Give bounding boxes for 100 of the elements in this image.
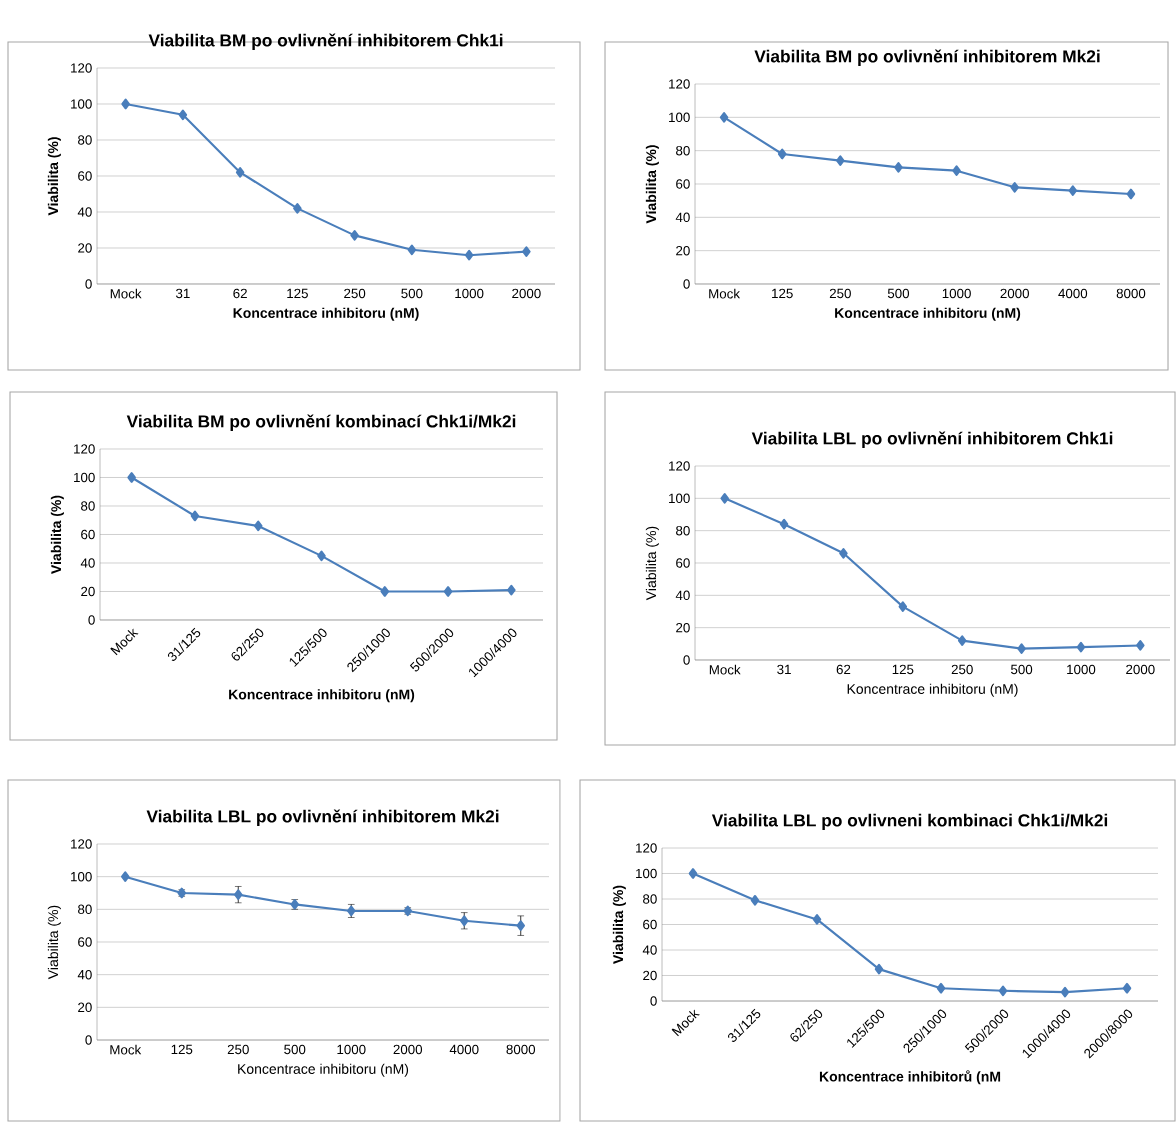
point — [380, 586, 390, 597]
point — [1068, 185, 1078, 196]
y-tick-label: 80 — [78, 904, 92, 915]
x-tick-label: Mock — [110, 1044, 142, 1055]
x-tick-label: 2000 — [393, 1044, 423, 1055]
y-tick-label: 120 — [669, 79, 690, 89]
y-tick-label: 80 — [81, 501, 95, 511]
x-tick-label: 250 — [951, 664, 973, 675]
point — [998, 985, 1008, 997]
y-tick-label: 80 — [643, 894, 657, 904]
point — [1076, 641, 1086, 653]
y-tick-label: 20 — [676, 622, 690, 633]
x-tick-label: 8000 — [1116, 288, 1146, 299]
y-tick-label: 20 — [81, 586, 95, 597]
point — [952, 165, 961, 176]
x-tick-label: 1000 — [337, 1044, 366, 1055]
y-tick-label: 20 — [643, 970, 657, 981]
point — [350, 230, 359, 241]
point — [190, 510, 200, 522]
x-tick-label: 2000 — [1000, 288, 1029, 299]
x-tick-label: 500 — [284, 1044, 306, 1055]
x-axis-title: Koncentrace inhibitorů (nM — [819, 1070, 1001, 1085]
point — [293, 203, 302, 214]
point — [235, 167, 245, 178]
point — [407, 244, 417, 256]
y-tick-label: 120 — [71, 63, 92, 73]
y-tick-label: 60 — [643, 919, 657, 930]
x-tick-label: Mock — [110, 288, 142, 299]
chart-title: Viabilita BM po ovlivnění kombinací Chk1i/Mk2i — [126, 414, 516, 431]
x-tick-label: 1000 — [455, 288, 484, 299]
x-tick-label: 1000 — [1067, 664, 1096, 675]
point — [779, 518, 789, 530]
x-tick-label: 62 — [836, 664, 851, 675]
y-tick-label: 60 — [81, 529, 95, 540]
y-tick-label: 80 — [676, 145, 690, 156]
x-axis-title: Koncentrace inhibitoru (nM) — [229, 689, 415, 703]
x-tick-label: 125 — [892, 664, 914, 675]
y-tick-label: 100 — [669, 112, 690, 123]
y-tick-label: 120 — [74, 444, 95, 454]
point — [1017, 643, 1026, 655]
y-axis-title: Viabilita (%) — [645, 526, 659, 601]
y-tick-label: 100 — [636, 868, 657, 879]
y-tick-label: 100 — [74, 472, 95, 483]
x-tick-label: 8000 — [506, 1044, 536, 1055]
chart-title: Viabilita BM po ovlivnění inhibitorem Chk1i — [148, 33, 503, 50]
y-tick-label: 0 — [650, 996, 657, 1006]
point — [894, 161, 903, 173]
point — [464, 249, 474, 261]
y-axis-title: Viabilita (%) — [645, 145, 659, 224]
x-axis-title: Koncentrace inhibitoru (nM) — [835, 307, 1021, 321]
y-tick-label: 40 — [77, 207, 92, 217]
x-axis-title: Koncentrace inhibitoru (nM) — [847, 683, 1018, 697]
y-tick-label: 60 — [676, 179, 690, 189]
point — [898, 601, 908, 612]
y-tick-label: 120 — [636, 843, 657, 853]
y-tick-label: 40 — [80, 558, 95, 568]
point — [1060, 986, 1070, 998]
y-tick-label: 0 — [88, 615, 95, 625]
y-tick-label: 40 — [675, 212, 690, 223]
point — [522, 246, 531, 257]
y-tick-label: 40 — [675, 590, 690, 601]
x-tick-label: 250 — [227, 1044, 249, 1055]
y-tick-label: 20 — [676, 245, 690, 256]
x-tick-label: 250 — [344, 288, 366, 299]
x-tick-label: 1000 — [942, 288, 971, 299]
x-tick-label: 125 — [171, 1044, 193, 1055]
point — [720, 492, 729, 504]
point — [1136, 640, 1145, 651]
x-tick-label: 125 — [772, 288, 793, 299]
y-tick-label: 40 — [77, 969, 92, 980]
point — [777, 148, 787, 160]
x-tick-label: 125 — [287, 288, 308, 299]
point — [750, 894, 760, 906]
chart-title: Viabilita LBL po ovlivneni kombinaci Chk1i/Mk2i — [711, 813, 1108, 830]
point — [1122, 982, 1132, 994]
y-axis-title: Viabilita (%) — [47, 137, 61, 216]
y-tick-label: 80 — [676, 525, 690, 536]
y-tick-label: 120 — [669, 461, 690, 471]
y-axis-title: Viabilita (%) — [47, 905, 61, 980]
x-axis-title: Koncentrace inhibitoru (nM) — [233, 307, 419, 321]
y-tick-label: 60 — [78, 171, 92, 181]
point — [121, 98, 130, 110]
x-tick-label: 500 — [1011, 664, 1033, 675]
point — [120, 871, 130, 882]
chart-title: Viabilita LBL po ovlivnění inhibitorem Mk2i — [146, 809, 499, 826]
x-tick-label: Mock — [709, 664, 741, 675]
y-tick-label: 0 — [683, 279, 690, 289]
point — [127, 472, 136, 483]
y-tick-label: 120 — [71, 839, 92, 849]
y-tick-label: 20 — [78, 1002, 92, 1013]
point — [839, 547, 848, 559]
y-axis-title: Viabilita (%) — [50, 495, 64, 574]
y-tick-label: 100 — [669, 493, 690, 504]
point — [443, 586, 453, 597]
y-tick-label: 60 — [78, 937, 92, 947]
point — [516, 920, 526, 931]
x-axis-title: Koncentrace inhibitoru (nM) — [238, 1063, 409, 1077]
y-tick-label: 0 — [85, 279, 92, 289]
x-tick-label: Mock — [709, 288, 741, 299]
y-tick-label: 0 — [85, 1035, 92, 1045]
